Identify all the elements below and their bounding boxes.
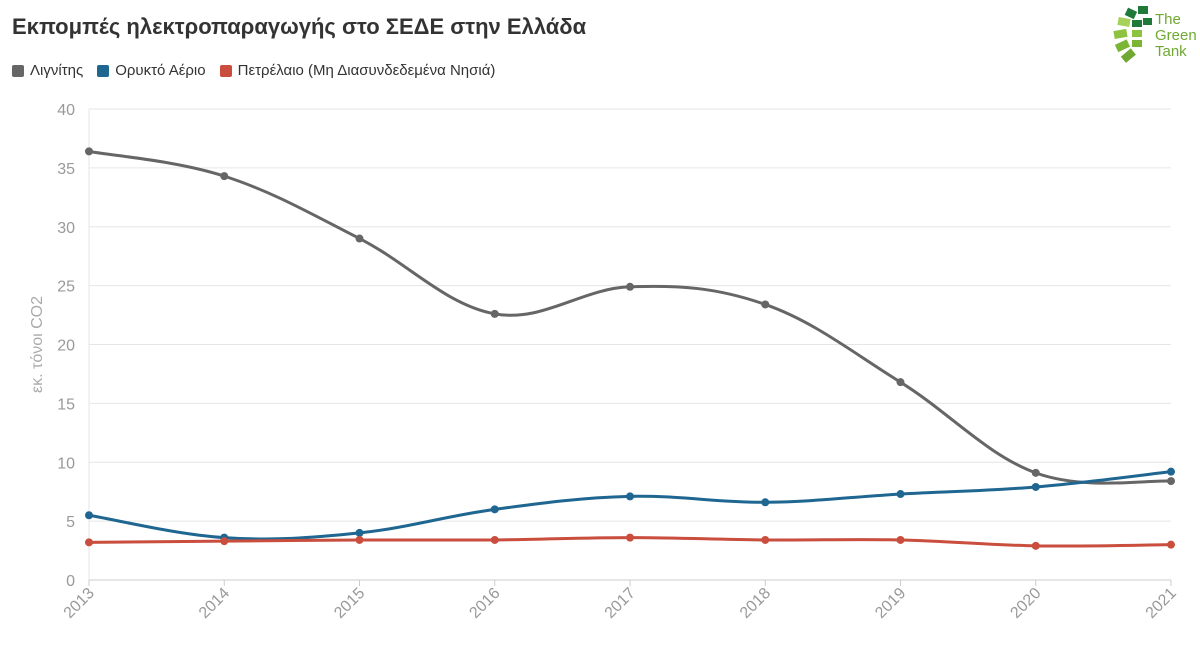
data-point-lignite[interactable]: [896, 378, 905, 387]
grid-lines: [88, 108, 1171, 581]
green-tank-logo-icon: [1113, 6, 1152, 63]
data-point-gas[interactable]: [490, 505, 499, 514]
y-axis-title: εκ. τόνοι CO2: [29, 296, 46, 393]
series-lines: [85, 147, 1175, 550]
series-line-gas: [88, 470, 1172, 541]
data-point-lignite[interactable]: [626, 282, 634, 291]
data-point-gas[interactable]: [626, 492, 634, 501]
data-point-gas[interactable]: [761, 498, 770, 507]
series-line-lignite: [88, 149, 1172, 485]
data-point-gas[interactable]: [1031, 482, 1040, 491]
y-tick-label: 20: [57, 338, 75, 355]
x-tick-label: 2015: [331, 585, 368, 622]
legend-swatch-gas: [97, 64, 110, 77]
legend-item-oil[interactable]: Πετρέλαιο (Μη Διασυνδεδεμένα Νησιά): [219, 62, 496, 79]
x-tick-label: 2016: [466, 585, 503, 622]
x-tick-label: 2018: [737, 585, 774, 622]
data-point-oil[interactable]: [355, 535, 364, 544]
data-point-lignite[interactable]: [220, 172, 229, 181]
x-tick-label: 2021: [1143, 585, 1180, 622]
data-point-lignite[interactable]: [355, 234, 364, 243]
data-point-gas[interactable]: [355, 528, 364, 537]
data-point-oil[interactable]: [490, 535, 499, 544]
x-tick-label: 2020: [1007, 585, 1044, 622]
legend-swatch-oil: [219, 64, 232, 77]
chart-title: Εκπομπές ηλεκτροπαραγωγής στο ΣΕΔΕ στην …: [12, 14, 587, 39]
legend: Λιγνίτης Ορυκτό Αέριο Πετρέλαιο (Μη Διασ…: [12, 62, 495, 79]
data-point-lignite[interactable]: [1167, 477, 1175, 486]
y-tick-label: 5: [66, 514, 75, 531]
legend-label-lignite: Λιγνίτης: [30, 62, 84, 79]
green-tank-logo-text: The Green Tank: [1155, 11, 1197, 60]
data-point-lignite[interactable]: [490, 309, 499, 318]
legend-swatch-lignite: [12, 64, 24, 77]
legend-label-gas: Ορυκτό Αέριο: [115, 62, 206, 79]
data-point-lignite[interactable]: [1031, 468, 1040, 477]
data-point-oil[interactable]: [896, 535, 905, 544]
data-point-oil[interactable]: [220, 537, 229, 546]
data-point-gas[interactable]: [1167, 467, 1175, 476]
data-point-lignite[interactable]: [85, 147, 93, 156]
data-point-gas[interactable]: [85, 511, 93, 520]
data-point-oil[interactable]: [1167, 540, 1175, 549]
y-tick-label: 10: [57, 455, 75, 472]
legend-label-oil: Πετρέλαιο (Μη Διασυνδεδεμένα Νησιά): [237, 62, 496, 79]
x-tick-label: 2017: [602, 585, 639, 622]
y-tick-label: 35: [57, 161, 75, 178]
y-axis-ticks: 0 5 10 15 20 25 30 35 40: [57, 102, 75, 590]
data-point-oil[interactable]: [626, 533, 634, 542]
x-tick-label: 2013: [61, 585, 98, 622]
y-tick-label: 0: [66, 573, 75, 590]
data-point-oil[interactable]: [761, 535, 770, 544]
y-tick-label: 25: [57, 279, 75, 296]
data-point-oil[interactable]: [85, 538, 93, 547]
legend-item-gas[interactable]: Ορυκτό Αέριο: [97, 62, 206, 79]
x-tick-label: 2019: [872, 585, 909, 622]
y-tick-label: 15: [57, 396, 75, 413]
y-tick-label: 30: [57, 220, 75, 237]
data-point-oil[interactable]: [1031, 541, 1040, 550]
x-axis-ticks: 2013 2014 2015 2016 2017 2018 2019 2020 2021: [61, 580, 1180, 622]
x-tick-label: 2014: [196, 585, 233, 622]
legend-item-lignite[interactable]: Λιγνίτης: [12, 62, 83, 79]
data-point-lignite[interactable]: [761, 300, 770, 309]
y-tick-label: 40: [57, 102, 75, 119]
data-point-gas[interactable]: [896, 490, 905, 499]
